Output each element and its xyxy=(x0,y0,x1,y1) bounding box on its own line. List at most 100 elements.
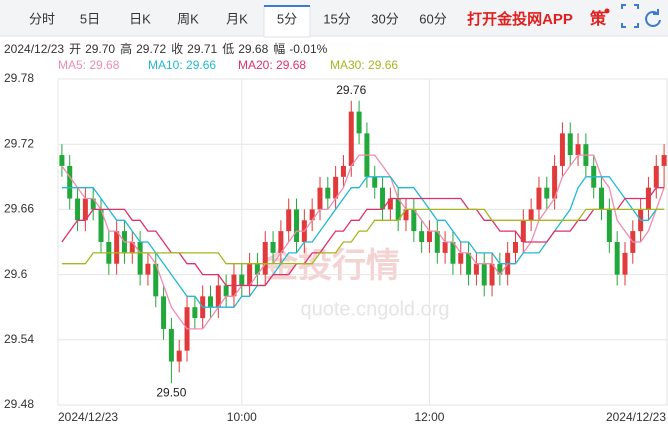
candle-body xyxy=(192,307,198,319)
info-text: 29.70 xyxy=(85,42,115,56)
candle-body xyxy=(380,187,386,210)
ma-line xyxy=(61,208,665,265)
tab[interactable]: 5分 xyxy=(277,11,297,26)
candle-body xyxy=(442,242,448,253)
candle-body xyxy=(114,231,120,264)
ma-line xyxy=(61,154,665,330)
candle-body xyxy=(278,231,284,253)
candle-body xyxy=(426,231,432,242)
candle-body xyxy=(75,198,81,221)
tab[interactable]: 60分 xyxy=(419,11,446,26)
candle-body xyxy=(520,220,526,242)
candle-body xyxy=(270,242,276,253)
candle-body xyxy=(333,176,339,199)
candle-body xyxy=(129,242,135,253)
candle-body xyxy=(481,263,487,286)
candle-body xyxy=(559,133,565,166)
candle-body xyxy=(434,231,440,253)
candle-body xyxy=(309,209,315,221)
candle-body xyxy=(450,242,456,264)
candle-body xyxy=(223,285,229,297)
watermark-url: quote.cngold.org xyxy=(300,298,449,320)
low-label: 29.50 xyxy=(156,385,186,399)
legend-entry: MA5: 29.68 xyxy=(58,58,120,72)
candle-body xyxy=(473,263,479,275)
tab[interactable]: 30分 xyxy=(371,11,398,26)
tab[interactable]: 周K xyxy=(177,11,199,26)
tab[interactable]: 5日 xyxy=(80,11,100,26)
ma-line xyxy=(61,187,665,287)
candle-body xyxy=(606,209,612,242)
candle-body xyxy=(317,187,323,210)
strategy-icon[interactable]: 策 xyxy=(589,9,607,28)
candle-body xyxy=(82,198,88,221)
candle-body xyxy=(622,252,628,275)
candle-body xyxy=(262,242,268,275)
tab[interactable]: 月K xyxy=(226,11,248,26)
tab[interactable]: 日K xyxy=(129,11,151,26)
info-text: 开 xyxy=(69,42,81,56)
info-text: 29.68 xyxy=(238,42,268,56)
candle-body xyxy=(59,155,65,166)
y-tick-label: 29.72 xyxy=(4,136,34,150)
candle-body xyxy=(90,198,96,210)
candle-body xyxy=(458,252,464,264)
candle-body xyxy=(168,328,174,362)
candle-body xyxy=(528,209,534,221)
candle-body xyxy=(489,263,495,286)
candle-body xyxy=(567,133,573,156)
candle-body xyxy=(552,165,558,199)
info-text: 2024/12/23 xyxy=(4,42,64,56)
candle-body xyxy=(403,209,409,221)
legend-entry: MA10: 29.66 xyxy=(148,58,216,72)
tab-bar xyxy=(0,0,668,36)
candle-body xyxy=(137,242,143,275)
info-text: 高 xyxy=(120,41,132,56)
legend-entry: MA20: 29.68 xyxy=(238,58,306,72)
info-text: 低 xyxy=(222,42,234,56)
candle-body xyxy=(614,242,620,275)
active-tab-bg xyxy=(263,5,311,38)
watermark: 金投行情 xyxy=(263,246,400,285)
candle-body xyxy=(661,155,667,166)
candle-body xyxy=(575,144,581,156)
candle-body xyxy=(254,263,260,275)
candle-body xyxy=(372,176,378,188)
y-tick-label: 29.6 xyxy=(4,267,28,281)
info-text: 收 xyxy=(171,42,183,56)
candle-body xyxy=(153,263,159,297)
tab[interactable]: 分时 xyxy=(29,11,55,26)
candle-body xyxy=(544,187,550,199)
legend-entry: MA30: 29.66 xyxy=(330,58,398,72)
fullscreen-button[interactable] xyxy=(621,4,639,28)
candle-body xyxy=(239,274,245,286)
tab[interactable]: 15分 xyxy=(323,11,350,26)
candle-body xyxy=(348,111,354,166)
candle-body xyxy=(215,285,221,308)
candle-body xyxy=(513,242,518,253)
y-tick-label: 29.54 xyxy=(4,332,34,346)
info-text: 29.72 xyxy=(136,42,166,56)
candle-body xyxy=(67,165,73,199)
candle-body xyxy=(419,231,425,242)
info-text: 29.71 xyxy=(187,42,217,56)
candle-body xyxy=(294,209,300,242)
candle-body xyxy=(411,209,417,232)
x-tick-label: 10:00 xyxy=(227,410,257,424)
high-label: 29.76 xyxy=(336,83,366,97)
candle-body xyxy=(286,209,292,232)
candle-body xyxy=(599,187,605,210)
y-tick-label: 29.48 xyxy=(4,397,34,411)
refresh-button[interactable] xyxy=(645,9,661,27)
brand-link[interactable]: 打开金投网APP xyxy=(467,10,573,28)
notice-dot xyxy=(604,8,610,14)
candle-body xyxy=(325,187,331,199)
info-text: -0.01% xyxy=(289,42,327,56)
candle-body xyxy=(497,263,503,275)
candle-body xyxy=(387,198,393,210)
x-tick-label: 12:00 xyxy=(414,410,444,424)
candle-body xyxy=(161,296,167,329)
candle-body xyxy=(395,198,401,221)
candle-body xyxy=(356,111,362,134)
